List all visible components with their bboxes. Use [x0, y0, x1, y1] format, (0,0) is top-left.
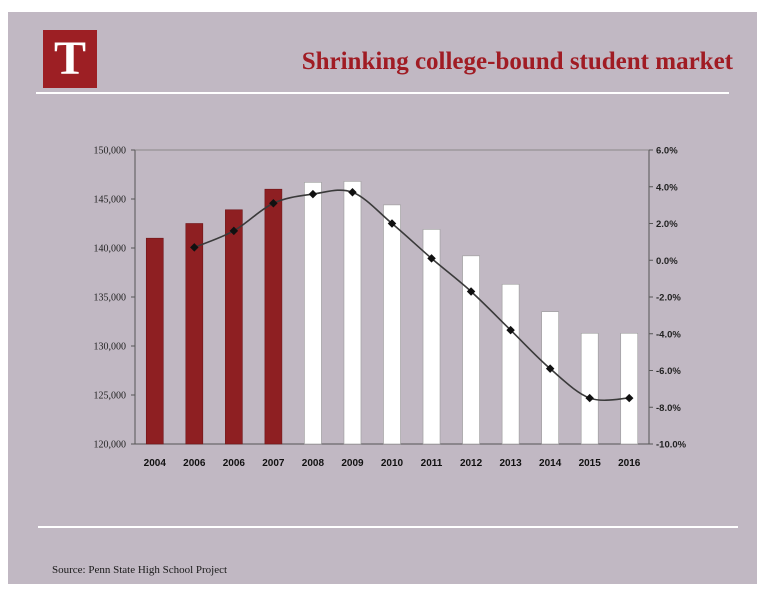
- growth-point: [585, 393, 594, 403]
- x-tick-label: 2008: [302, 458, 325, 469]
- bar-projected: [462, 255, 480, 445]
- growth-point: [466, 287, 476, 296]
- bar-historical: [185, 223, 204, 445]
- bar-projected: [304, 182, 322, 445]
- y-left-tick-label: 120,000: [94, 440, 127, 451]
- title-divider: [36, 92, 729, 94]
- bar-projected: [541, 311, 559, 445]
- slide: T Shrinking college-bound student market…: [8, 12, 757, 584]
- y-left-tick-label: 145,000: [94, 195, 127, 206]
- y-right-tick-label: 2.0%: [656, 219, 678, 230]
- x-tick-label: 2006: [183, 458, 206, 469]
- growth-point: [229, 226, 239, 236]
- bar-historical: [145, 237, 164, 445]
- y-right-tick-label: -10.0%: [656, 440, 687, 451]
- y-left-tick-label: 150,000: [94, 146, 127, 157]
- x-tick-label: 2007: [262, 458, 285, 469]
- growth-point: [190, 243, 199, 252]
- x-tick-label: 2004: [144, 458, 167, 469]
- bar-historical: [264, 188, 283, 445]
- x-tick-label: 2015: [579, 458, 602, 469]
- growth-line: [193, 189, 630, 402]
- growth-point: [624, 393, 634, 403]
- y-right-tick-label: -4.0%: [656, 329, 681, 340]
- y-right-tick-label: 4.0%: [656, 182, 678, 193]
- growth-point: [348, 188, 357, 197]
- bar-projected: [501, 283, 520, 445]
- x-tick-label: 2009: [341, 458, 364, 469]
- bar-historical: [225, 209, 243, 445]
- growth-point: [308, 189, 318, 199]
- y-left-tick-label: 130,000: [94, 342, 127, 353]
- bar-projected: [620, 332, 639, 445]
- source-note: Source: Penn State High School Project: [52, 564, 228, 576]
- slide-title: Shrinking college-bound student market: [301, 48, 733, 75]
- bar-projected: [422, 229, 441, 445]
- y-right-tick-label: 0.0%: [656, 256, 678, 267]
- y-right-tick-label: -6.0%: [656, 366, 681, 377]
- growth-point: [269, 199, 278, 208]
- y-left-tick-label: 125,000: [94, 391, 127, 402]
- growth-point: [427, 254, 436, 263]
- y-right-tick-label: 6.0%: [656, 146, 678, 157]
- y-right-tick-label: -2.0%: [656, 293, 681, 304]
- growth-point: [545, 364, 555, 373]
- bar-projected: [580, 332, 599, 445]
- chart: 120,000 125,000 130,000 135,000 140,000 145,0…: [94, 146, 687, 470]
- x-tick-label: 2006: [223, 458, 246, 469]
- y-right-tick-label: -8.0%: [656, 403, 681, 414]
- x-tick-label: 2012: [460, 458, 483, 469]
- bar-projected: [383, 204, 401, 445]
- temple-logo: T: [43, 30, 97, 88]
- x-tick-label: 2011: [421, 458, 443, 469]
- x-tick-label: 2016: [618, 458, 641, 469]
- x-tick-label: 2010: [381, 458, 404, 469]
- growth-point: [387, 219, 397, 228]
- bar-projected: [343, 181, 362, 445]
- y-left-tick-label: 140,000: [94, 244, 127, 255]
- x-tick-label: 2013: [499, 458, 522, 469]
- y-left-tick-label: 135,000: [94, 293, 127, 304]
- footer-divider: [38, 526, 738, 528]
- growth-point: [506, 325, 515, 335]
- logo-letter: T: [53, 32, 86, 85]
- x-tick-label: 2014: [539, 458, 562, 469]
